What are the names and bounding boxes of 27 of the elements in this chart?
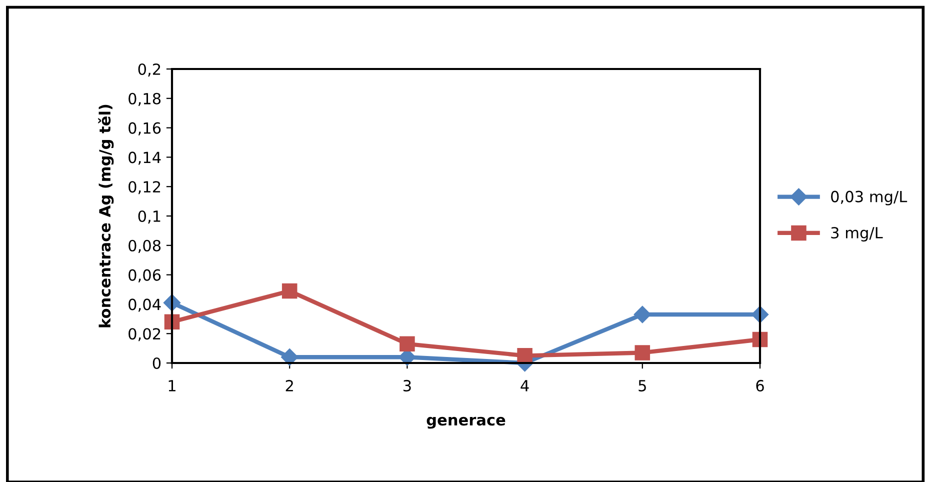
y-tick-label: 0,08 — [128, 240, 161, 253]
y-tick-label: 0,02 — [128, 328, 160, 342]
legend-label: 0,03 mg/L — [831, 190, 908, 206]
y-tick-label: 0,18 — [128, 92, 161, 106]
y-tick-label: 0,16 — [128, 122, 161, 136]
x-tick-label: 4 — [520, 380, 529, 392]
x-tick-label: 2 — [286, 380, 293, 392]
point — [281, 348, 298, 366]
x-tick-label: 6 — [756, 380, 764, 392]
x-tick-label: 3 — [404, 380, 411, 392]
x-axis-title: generace — [426, 416, 506, 429]
y-tick-label: 0,12 — [128, 181, 160, 194]
x-tick-label: 1 — [168, 380, 176, 392]
point — [400, 336, 415, 352]
legend-label: 3 mg/L — [831, 226, 883, 242]
y-tick-label: 0,1 — [138, 210, 160, 224]
y-tick-label: 0 — [152, 357, 161, 370]
point — [634, 306, 651, 324]
y-tick-label: 0,04 — [128, 298, 161, 312]
x-tick-label: 5 — [638, 380, 646, 392]
y-axis-title: koncentrace Ag (mg/g těl) — [98, 104, 114, 328]
y-tick-label: 0,2 — [138, 63, 160, 77]
point — [634, 345, 650, 360]
y-tick-label: 0,14 — [128, 152, 161, 165]
point — [517, 348, 532, 364]
y-tick-label: 0,06 — [128, 269, 161, 282]
point — [282, 283, 298, 299]
